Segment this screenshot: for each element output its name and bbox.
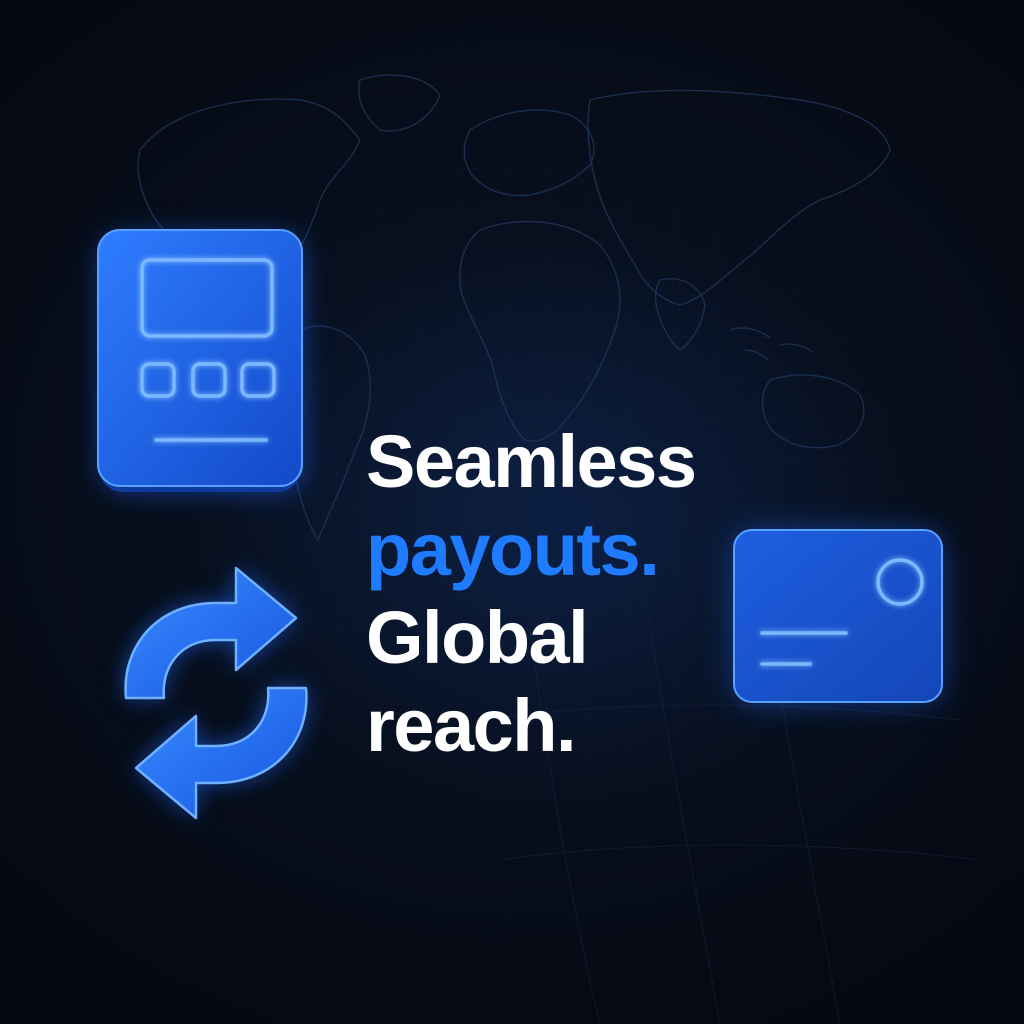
islands-southeast-asia: [729, 327, 813, 361]
continent-asia: [587, 89, 891, 306]
card-chip-circle: [876, 558, 924, 606]
arrow-right-upper: [124, 566, 298, 700]
globe-parallel-2: [499, 844, 981, 861]
terminal-body: [97, 229, 303, 487]
headline-line-4: reach.: [366, 684, 577, 767]
terminal-key: [191, 362, 227, 398]
globe-parallel-1: [479, 704, 961, 721]
card-body: [733, 529, 943, 703]
terminal-key: [240, 362, 276, 398]
arrow-left-lower: [134, 686, 308, 820]
payment-terminal-icon: [80, 210, 340, 520]
headline-line-3: Global: [366, 596, 589, 679]
headline-line-1: Seamless: [366, 420, 697, 503]
headline: Seamless payouts. Global reach.: [366, 418, 766, 770]
continent-europe: [463, 109, 595, 197]
terminal-screen: [140, 258, 274, 338]
globe-meridian-1: [519, 559, 601, 1024]
globe-meridian-2: [639, 559, 721, 1024]
exchange-arrows-icon: [96, 548, 336, 848]
headline-line-2: payouts.: [366, 508, 660, 591]
continent-india: [654, 278, 706, 351]
terminal-key: [140, 362, 176, 398]
continent-africa: [459, 220, 621, 442]
continent-greenland: [358, 74, 441, 132]
continent-australia: [761, 374, 865, 449]
credit-card-icon: [710, 510, 970, 730]
